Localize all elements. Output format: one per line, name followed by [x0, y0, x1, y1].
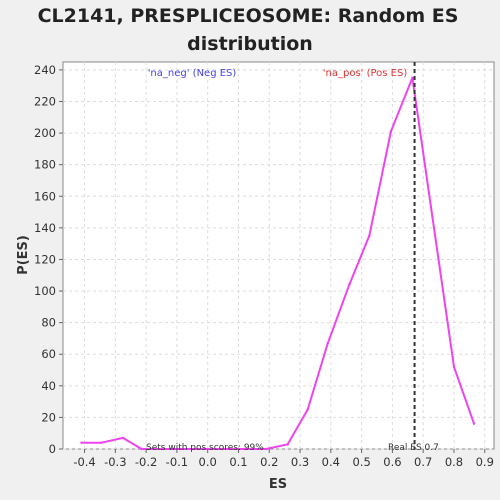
y-tick-label: 40	[41, 379, 56, 393]
x-tick-label: 0.8	[445, 455, 463, 469]
distribution-point	[243, 447, 246, 451]
chart-title-line2: distribution	[187, 33, 313, 55]
distribution-point	[181, 447, 185, 451]
distribution-line	[81, 76, 475, 450]
distribution-point	[100, 441, 103, 444]
distribution-point	[160, 447, 163, 451]
distribution-point	[221, 447, 225, 451]
y-axis-title: P(ES)	[16, 235, 31, 275]
pos-es-label: 'na_pos' (Pos ES)	[323, 68, 408, 79]
distribution-point	[201, 447, 205, 451]
y-tick-label: 180	[34, 158, 56, 172]
x-tick-label: 0.3	[291, 455, 309, 469]
distribution-point	[264, 447, 268, 451]
x-tick-label: 0.5	[352, 455, 370, 469]
x-tick-label: 0.9	[476, 455, 494, 469]
y-tick-label: 20	[41, 410, 56, 424]
distribution-point	[140, 447, 143, 451]
neg-es-label: 'na_neg' (Neg ES)	[148, 68, 237, 79]
distribution-point	[472, 422, 476, 425]
x-tick-label: 0.4	[322, 455, 340, 469]
y-tick-label: 200	[34, 126, 56, 140]
plot-area	[62, 61, 495, 450]
series-layer	[80, 76, 476, 451]
axes: -0.4 -0.3 -0.2 -0.1 0.0 0.1 0.2 0.3 0.4 0.5 0.6 0.7…	[34, 63, 494, 469]
x-tick-label: 0.1	[229, 455, 247, 469]
distribution-point	[286, 443, 289, 446]
y-tick-label: 240	[34, 63, 56, 77]
y-tick-label: 220	[34, 94, 56, 108]
pos-scores-annotation: Sets with pos scores: 99%	[146, 443, 264, 453]
distribution-point	[389, 130, 393, 133]
distribution-point	[80, 441, 83, 444]
x-axis-title: ES	[269, 477, 287, 492]
chart-title-line1: CL2141, PRESPLICEOSOME: Random ES	[38, 5, 459, 27]
distribution-point	[306, 408, 309, 411]
distribution-point	[121, 436, 125, 440]
y-tick-label: 140	[34, 221, 56, 235]
x-tick-label: -0.1	[166, 455, 188, 469]
y-tick-label: 0	[49, 442, 56, 456]
distribution-point	[452, 365, 456, 369]
x-tick-label: -0.4	[73, 455, 95, 469]
x-tick-label: -0.2	[135, 455, 157, 469]
y-tick-label: 60	[41, 347, 56, 361]
x-tick-label: 0.2	[260, 455, 278, 469]
y-tick-label: 80	[41, 316, 56, 330]
distribution-point	[411, 76, 414, 79]
real-es-annotation: Real ES 0.7	[388, 443, 439, 453]
distribution-point	[348, 283, 351, 286]
y-tick-label: 120	[34, 252, 56, 266]
x-tick-label: 0.7	[414, 455, 432, 469]
y-tick-label: 100	[34, 284, 56, 298]
distribution-point	[326, 341, 329, 345]
x-tick-label: -0.3	[104, 455, 126, 469]
x-tick-label: 0.0	[199, 455, 217, 469]
distribution-point	[431, 215, 434, 218]
distribution-point	[368, 234, 371, 237]
x-tick-label: 0.6	[383, 455, 401, 469]
y-tick-label: 160	[34, 189, 56, 203]
